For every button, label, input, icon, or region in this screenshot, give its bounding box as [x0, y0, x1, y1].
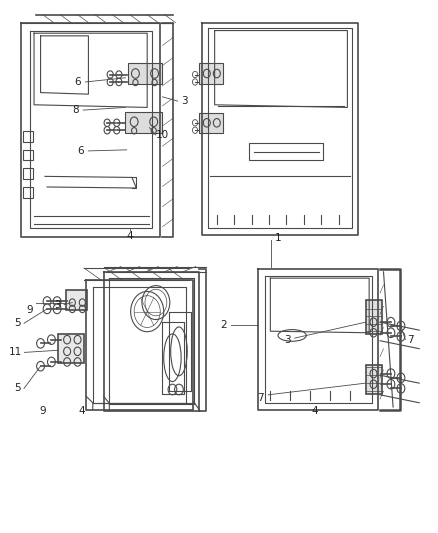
Circle shape: [116, 71, 122, 78]
Text: 10: 10: [156, 130, 169, 140]
Bar: [23, 187, 33, 198]
Text: 5: 5: [14, 383, 21, 393]
Text: 9: 9: [26, 305, 32, 315]
Circle shape: [114, 119, 120, 126]
Circle shape: [53, 304, 61, 314]
Bar: [250, 143, 323, 160]
Circle shape: [387, 328, 395, 337]
Bar: [23, 150, 33, 160]
Circle shape: [47, 357, 55, 367]
Circle shape: [37, 361, 45, 371]
Circle shape: [387, 379, 395, 389]
Text: 7: 7: [407, 335, 414, 345]
Text: 7: 7: [257, 393, 264, 403]
Circle shape: [43, 297, 51, 306]
Circle shape: [107, 78, 113, 86]
Circle shape: [107, 71, 113, 78]
Circle shape: [397, 384, 405, 393]
Bar: [127, 63, 162, 84]
Circle shape: [397, 321, 405, 330]
Bar: [366, 300, 382, 334]
Text: 5: 5: [14, 318, 21, 328]
Circle shape: [47, 335, 55, 344]
Circle shape: [116, 78, 122, 86]
Circle shape: [192, 79, 198, 85]
Text: 4: 4: [127, 231, 133, 241]
Circle shape: [387, 369, 395, 378]
Bar: [199, 63, 223, 84]
Circle shape: [104, 126, 110, 134]
Text: 6: 6: [74, 77, 81, 87]
Text: 2: 2: [220, 320, 226, 330]
Bar: [23, 131, 33, 142]
Circle shape: [397, 373, 405, 383]
Text: 3: 3: [284, 335, 291, 345]
Circle shape: [192, 127, 198, 133]
Text: 11: 11: [9, 348, 22, 358]
Bar: [125, 112, 162, 133]
Text: 9: 9: [39, 406, 46, 416]
Circle shape: [192, 119, 198, 126]
Bar: [66, 290, 87, 310]
Circle shape: [397, 332, 405, 341]
Text: 4: 4: [78, 406, 85, 416]
Circle shape: [387, 317, 395, 327]
Bar: [199, 113, 223, 133]
Text: 3: 3: [181, 96, 187, 106]
Text: 1: 1: [275, 233, 281, 244]
Circle shape: [37, 338, 45, 348]
Circle shape: [114, 126, 120, 134]
Bar: [23, 168, 33, 179]
Text: 3: 3: [55, 300, 61, 310]
Circle shape: [53, 297, 61, 306]
Text: 4: 4: [311, 406, 318, 416]
Bar: [58, 334, 84, 363]
Text: 6: 6: [78, 146, 85, 156]
Bar: [366, 365, 382, 394]
Circle shape: [104, 119, 110, 126]
Text: 8: 8: [72, 105, 79, 115]
Circle shape: [192, 71, 198, 78]
Circle shape: [43, 304, 51, 314]
